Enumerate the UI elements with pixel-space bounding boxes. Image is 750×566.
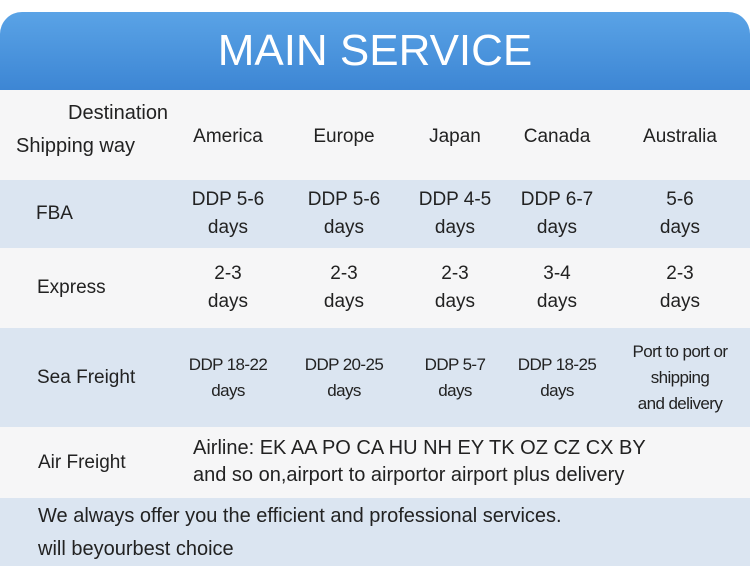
header-band bbox=[0, 12, 750, 90]
cell: DDP 6-7 days bbox=[495, 180, 619, 248]
row-bg bbox=[0, 328, 750, 427]
cell-line: and delivery bbox=[637, 393, 723, 413]
cell-line: days bbox=[438, 380, 472, 400]
column-header: America bbox=[193, 126, 263, 147]
cell: DDP 4-5 days bbox=[393, 180, 517, 248]
cell-line: days bbox=[434, 291, 476, 312]
cell-line: days bbox=[536, 217, 578, 238]
footer-line: We always offer you the efficient and pr… bbox=[38, 505, 562, 527]
cell-line: DDP 20-25 bbox=[304, 354, 384, 374]
cell-line: DDP 5-6 bbox=[191, 189, 265, 210]
column-header: Australia bbox=[643, 126, 717, 147]
cell: DDP 5-6 days bbox=[282, 180, 406, 248]
cell-line: 2-3 bbox=[666, 263, 694, 284]
cell-line: days bbox=[323, 217, 365, 238]
cell-line: days bbox=[323, 291, 365, 312]
cell-line: days bbox=[540, 380, 574, 400]
cell-line: days bbox=[211, 380, 245, 400]
cell-line: 3-4 bbox=[543, 263, 571, 284]
cell: Port to port or shipping and delivery bbox=[618, 328, 742, 427]
row-bg bbox=[0, 427, 750, 498]
cell: DDP 5-7 days bbox=[393, 328, 517, 427]
column-header: Europe bbox=[313, 126, 375, 147]
air-freight-line: Airline: EK AA PO CA HU NH EY TK OZ CZ C… bbox=[193, 437, 646, 459]
corner-shipping-way: Shipping way bbox=[16, 135, 135, 157]
cell-line: days bbox=[659, 291, 701, 312]
row-label: Sea Freight bbox=[37, 366, 136, 388]
corner-destination: Destination bbox=[68, 102, 169, 124]
cell-line: DDP 6-7 bbox=[520, 189, 594, 210]
cell-line: days bbox=[659, 217, 701, 238]
cell-line: 5-6 bbox=[666, 189, 694, 210]
cell-line: days bbox=[434, 217, 476, 238]
cell-line: DDP 4-5 bbox=[418, 189, 492, 210]
cell: 2-3 days bbox=[166, 248, 290, 328]
cell-line: DDP 5-6 bbox=[307, 189, 381, 210]
cell: 2-3 days bbox=[282, 248, 406, 328]
cell-line: 2-3 bbox=[441, 263, 469, 284]
cell-line: DDP 5-7 bbox=[424, 354, 486, 374]
cell: DDP 20-25 days bbox=[282, 328, 406, 427]
cell-line: 2-3 bbox=[214, 263, 242, 284]
cell: 2-3 days bbox=[393, 248, 517, 328]
cell: 3-4 days bbox=[495, 248, 619, 328]
row-bg bbox=[0, 90, 750, 180]
cell: 2-3 days bbox=[618, 248, 742, 328]
column-header: Canada bbox=[523, 126, 591, 147]
footer-line: will beyourbest choice bbox=[38, 538, 234, 560]
cell-line: shipping bbox=[650, 367, 710, 387]
row-bg bbox=[0, 180, 750, 248]
title: MAIN SERVICE bbox=[217, 26, 533, 75]
cell-line: 2-3 bbox=[330, 263, 358, 284]
cell-line: days bbox=[207, 217, 249, 238]
cell-line: days bbox=[207, 291, 249, 312]
cell-line: days bbox=[327, 380, 361, 400]
cell: DDP 18-25 days bbox=[495, 328, 619, 427]
cell-line: days bbox=[536, 291, 578, 312]
row-label: FBA bbox=[36, 203, 73, 224]
cell: 5-6 days bbox=[618, 180, 742, 248]
row-bg bbox=[0, 248, 750, 328]
air-freight-line: and so on,airport to airportor airport p… bbox=[193, 464, 625, 486]
cell: DDP 5-6 days bbox=[166, 180, 290, 248]
row-label: Air Freight bbox=[38, 451, 126, 473]
column-header: Japan bbox=[429, 126, 481, 147]
cell: DDP 18-22 days bbox=[166, 328, 290, 427]
row-label: Express bbox=[37, 277, 106, 298]
row-bg bbox=[0, 498, 750, 566]
cell-line: Port to port or bbox=[632, 341, 729, 361]
cell-line: DDP 18-25 bbox=[517, 354, 597, 374]
cell-line: DDP 18-22 bbox=[188, 354, 268, 374]
